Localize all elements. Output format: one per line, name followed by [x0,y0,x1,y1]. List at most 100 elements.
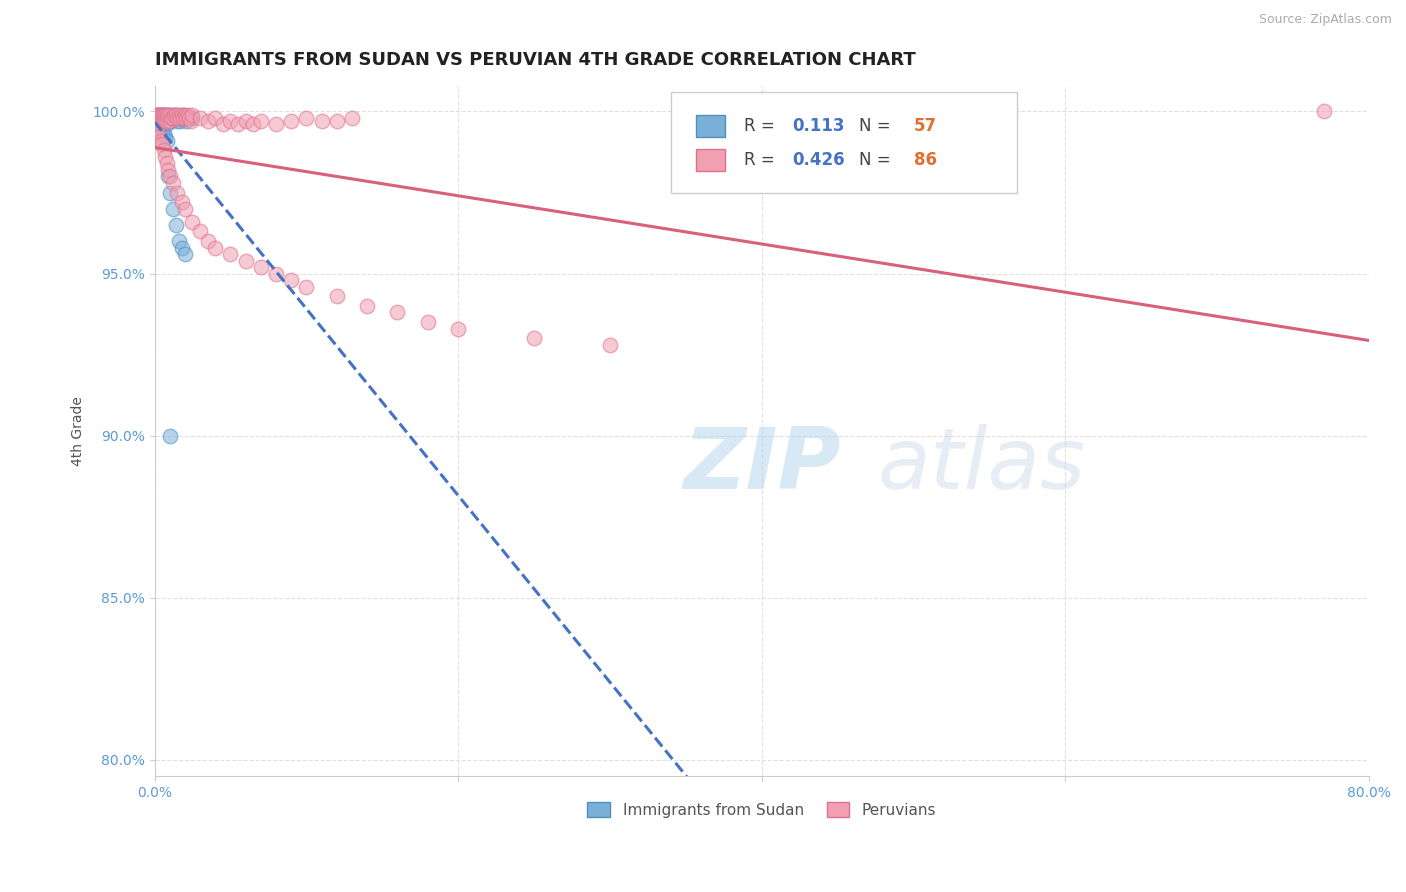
Point [148,117,170,131]
Point [166,114,188,128]
Text: N =: N = [859,151,896,169]
Point [145,114,167,128]
Point [148,130,170,145]
Point [325,114,347,128]
Point [145,108,167,122]
Point [149,111,172,125]
Point [149,134,172,148]
Point [150,111,173,125]
Point [181,215,204,229]
Text: IMMIGRANTS FROM SUDAN VS PERUVIAN 4TH GRADE CORRELATION CHART: IMMIGRANTS FROM SUDAN VS PERUVIAN 4TH GR… [155,51,915,69]
Point [163,108,186,122]
Text: 0.426: 0.426 [792,151,845,169]
Point [148,117,170,131]
Point [264,117,287,131]
Point [152,111,174,125]
Point [235,253,257,268]
Point [295,279,318,293]
Point [340,111,363,125]
Point [211,117,233,131]
Point [204,111,226,125]
Point [157,108,180,122]
Point [148,111,170,125]
Point [169,114,191,128]
Point [152,108,174,122]
Point [156,108,179,122]
FancyBboxPatch shape [696,149,725,171]
Point [146,127,169,141]
Point [148,114,170,128]
Point [188,111,211,125]
Text: Source: ZipAtlas.com: Source: ZipAtlas.com [1258,13,1392,27]
Point [166,108,188,122]
Point [249,114,271,128]
Point [145,111,167,125]
Point [280,273,302,287]
Point [145,108,167,122]
Point [179,111,201,125]
Text: 57: 57 [914,117,936,135]
Point [149,108,172,122]
Point [165,218,187,232]
Point [280,114,302,128]
Point [181,111,204,125]
Point [149,120,172,135]
Point [156,117,179,131]
Point [170,108,193,122]
Point [146,111,169,125]
Point [159,114,181,128]
Point [162,202,184,216]
Point [145,111,167,125]
Point [153,108,176,122]
Point [156,114,179,128]
Point [153,150,176,164]
Point [162,176,184,190]
Point [148,108,170,122]
Point [599,338,621,352]
Point [181,108,204,122]
Point [146,108,169,122]
Point [167,111,190,125]
Point [174,111,197,125]
Point [150,124,173,138]
Point [169,111,191,125]
Point [204,241,226,255]
Point [180,114,202,128]
Point [1312,104,1334,119]
Point [295,111,318,125]
Point [165,111,187,125]
Point [176,111,198,125]
Point [156,156,179,170]
Point [159,108,181,122]
Point [146,114,169,128]
Point [160,111,183,125]
Point [177,111,200,125]
Point [177,108,200,122]
Point [152,114,174,128]
Point [166,111,188,125]
Point [150,108,173,122]
Point [242,117,264,131]
Point [174,108,197,122]
Point [152,127,174,141]
Point [156,108,179,122]
Point [188,224,211,238]
Point [145,124,167,138]
Point [167,108,190,122]
Point [311,114,333,128]
Point [152,108,174,122]
Point [219,247,242,261]
Point [170,195,193,210]
Point [153,114,176,128]
Point [162,111,184,125]
Point [249,260,271,274]
Text: R =: R = [744,117,779,135]
Point [150,136,173,151]
Point [160,111,183,125]
Text: N =: N = [859,117,896,135]
Point [153,114,176,128]
Point [150,117,173,131]
Point [159,169,181,184]
Point [159,114,181,128]
Point [172,108,194,122]
